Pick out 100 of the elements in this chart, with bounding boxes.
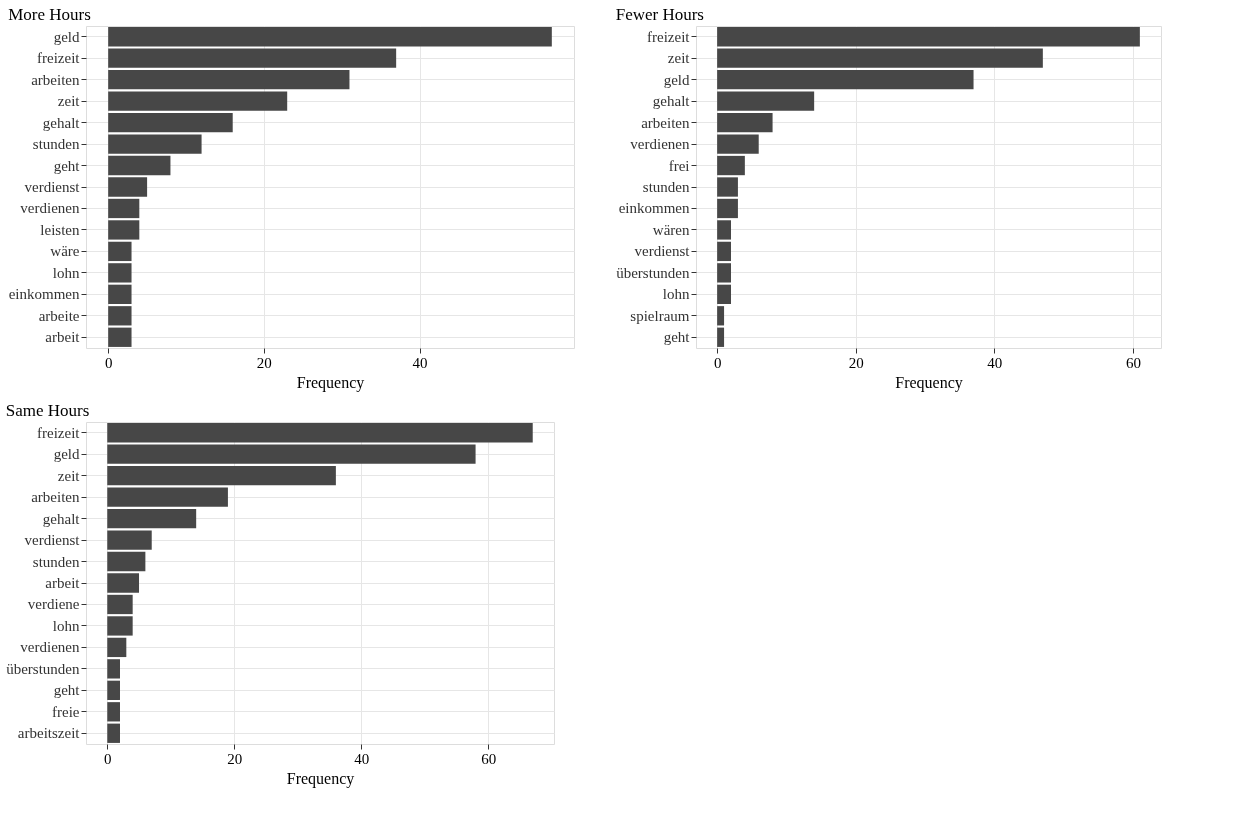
bar — [108, 27, 552, 47]
bar — [108, 241, 132, 262]
y-tick-label: verdienen — [630, 136, 690, 153]
x-tick-label: 0 — [104, 750, 112, 767]
y-tick-label: zeit — [57, 93, 81, 110]
bar — [107, 680, 120, 700]
x-tick-label: 60 — [1125, 354, 1141, 371]
y-tick-label: arbeitszeit — [17, 725, 81, 742]
bar — [717, 91, 815, 111]
bar — [717, 112, 773, 133]
y-tick-label: gehalt — [42, 114, 81, 131]
bar — [717, 27, 1140, 47]
bar — [107, 659, 120, 679]
x-axis-title: Frequency — [296, 373, 365, 392]
y-tick-label: geht — [663, 329, 691, 346]
bar — [107, 702, 120, 722]
y-tick-label: einkommen — [8, 286, 80, 303]
x-tick-label: 20 — [227, 750, 243, 767]
y-tick-label: verdienst — [634, 243, 691, 260]
y-tick-label: frei — [668, 157, 690, 174]
x-axis-title: Frequency — [895, 373, 963, 392]
y-tick-label: einkommen — [618, 200, 690, 217]
bar — [717, 220, 731, 240]
bar — [717, 284, 731, 304]
bar — [107, 551, 146, 572]
y-tick-label: geld — [663, 71, 690, 88]
bar — [108, 327, 132, 347]
bar — [107, 530, 152, 550]
x-tick-label: 20 — [256, 354, 272, 371]
y-tick-label: arbeite — [38, 307, 80, 324]
y-tick-label: verdiene — [27, 596, 80, 613]
bar — [108, 134, 202, 154]
y-tick-label: lohn — [662, 286, 690, 303]
y-tick-label: arbeiten — [641, 114, 690, 131]
y-tick-label: arbeit — [45, 575, 81, 591]
x-tick-label: 0 — [713, 354, 722, 371]
bar — [108, 306, 132, 326]
y-tick-label: freizeit — [647, 28, 691, 45]
y-tick-label: verdienst — [24, 179, 81, 195]
bar — [717, 198, 738, 219]
bar — [717, 263, 731, 283]
y-tick-label: zeit — [57, 467, 81, 484]
x-tick-label: 40 — [412, 354, 428, 371]
y-tick-label: geld — [53, 28, 80, 45]
bar — [108, 155, 171, 176]
bar — [717, 241, 731, 262]
bar — [108, 220, 140, 240]
y-tick-label: geht — [53, 157, 81, 174]
y-tick-label: wäre — [50, 243, 80, 260]
bar — [108, 284, 132, 304]
y-tick-label: wären — [652, 221, 690, 238]
chart-title: Fewer Hours — [615, 5, 704, 24]
y-tick-label: freie — [52, 703, 80, 720]
bar — [107, 594, 133, 615]
bar — [108, 177, 148, 197]
y-tick-label: stunden — [32, 136, 80, 153]
x-tick-label: 60 — [481, 750, 497, 767]
y-tick-label: stunden — [32, 553, 80, 570]
bar — [108, 263, 132, 283]
bar — [107, 444, 476, 464]
bar — [107, 487, 228, 507]
y-tick-label: freizeit — [37, 50, 81, 67]
bar — [108, 91, 288, 111]
bar — [107, 637, 127, 658]
bar — [717, 327, 725, 347]
bar — [108, 112, 233, 133]
x-tick-label: 0 — [104, 354, 113, 371]
y-tick-label: leisten — [40, 221, 80, 238]
y-tick-label: überstunden — [616, 264, 690, 281]
bar — [108, 70, 350, 90]
bar — [717, 48, 1043, 68]
y-tick-label: arbeiten — [31, 489, 80, 506]
bar — [107, 466, 336, 486]
bar — [717, 306, 725, 326]
y-tick-label: spielraum — [630, 307, 690, 324]
y-tick-label: verdienst — [24, 532, 81, 549]
y-tick-label: zeit — [667, 50, 691, 67]
y-tick-label: geht — [53, 682, 81, 699]
chart-title: Same Hours — [5, 401, 90, 420]
y-tick-label: gehalt — [42, 510, 81, 527]
y-tick-label: arbeit — [45, 329, 81, 346]
bar — [107, 573, 140, 593]
bar — [107, 616, 133, 636]
bar — [717, 134, 759, 154]
y-tick-label: lohn — [52, 264, 80, 281]
y-tick-label: geld — [53, 446, 80, 463]
bar — [108, 198, 140, 219]
x-axis-title: Frequency — [286, 769, 355, 788]
y-tick-label: gehalt — [652, 93, 691, 110]
bar — [108, 48, 397, 68]
bar — [107, 423, 533, 443]
y-tick-label: überstunden — [6, 660, 80, 677]
bar — [717, 177, 738, 197]
y-tick-label: lohn — [52, 617, 80, 634]
chart-title: More Hours — [8, 5, 91, 24]
x-tick-label: 40 — [987, 354, 1003, 371]
bar — [107, 723, 120, 743]
y-tick-label: verdienen — [20, 200, 80, 217]
y-tick-label: freizeit — [37, 424, 81, 441]
bar — [717, 155, 745, 176]
